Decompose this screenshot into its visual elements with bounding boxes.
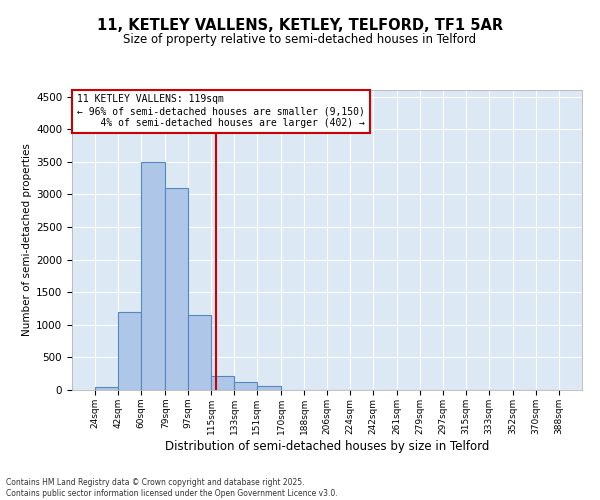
Text: Contains HM Land Registry data © Crown copyright and database right 2025.
Contai: Contains HM Land Registry data © Crown c… [6,478,338,498]
Bar [211,376,234,390]
Bar [165,188,188,390]
Text: 11, KETLEY VALLENS, KETLEY, TELFORD, TF1 5AR: 11, KETLEY VALLENS, KETLEY, TELFORD, TF1… [97,18,503,32]
Bar [234,382,257,390]
Bar [141,162,165,390]
X-axis label: Distribution of semi-detached houses by size in Telford: Distribution of semi-detached houses by … [165,440,489,452]
Text: 11 KETLEY VALLENS: 119sqm
← 96% of semi-detached houses are smaller (9,150)
    : 11 KETLEY VALLENS: 119sqm ← 96% of semi-… [77,94,365,128]
Y-axis label: Number of semi-detached properties: Number of semi-detached properties [22,144,32,336]
Bar [257,386,281,390]
Bar [95,386,118,390]
Text: Size of property relative to semi-detached houses in Telford: Size of property relative to semi-detach… [124,32,476,46]
Bar [188,315,211,390]
Bar [118,312,141,390]
